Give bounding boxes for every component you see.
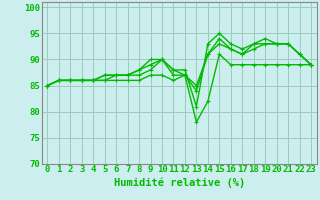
X-axis label: Humidité relative (%): Humidité relative (%) (114, 177, 245, 188)
